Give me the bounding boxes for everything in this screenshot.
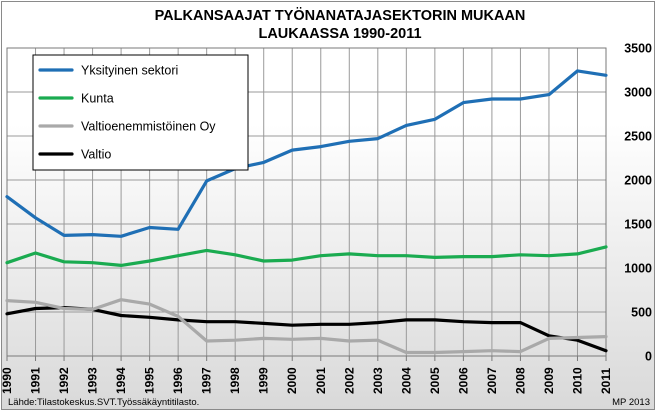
x-tick-label: 2002 [342, 367, 356, 394]
y-tick-label: 2000 [624, 174, 652, 188]
axes: 0 500 1000 1500 2000 2500 3000 3500 1990 1991 1992… [0, 42, 652, 395]
y-tick-label: 500 [631, 306, 652, 320]
series-line-kunta [5, 245, 608, 267]
legend-box [32, 54, 249, 171]
x-tick-label: 2010 [570, 367, 584, 394]
x-tick-label: 2009 [542, 367, 556, 394]
x-tick-label: 1994 [114, 367, 128, 394]
x-tick-label: 1991 [29, 367, 43, 394]
x-tick-label: 2004 [399, 367, 413, 394]
series-line-yksityinen-sektori [5, 69, 608, 238]
y-tick-label: 1000 [624, 262, 652, 276]
x-tick-label: 2000 [285, 367, 299, 394]
x-tick-label: 1992 [57, 367, 71, 394]
legend-label-yksityinen-sektori: Yksityinen sektori [81, 64, 178, 78]
x-tick-label: 2011 [599, 368, 613, 394]
series [5, 69, 608, 355]
x-tick-label: 2006 [456, 367, 470, 394]
y-tick-label: 3500 [624, 42, 652, 56]
x-tick-label: 2007 [485, 367, 499, 394]
x-tick-label: 1998 [228, 367, 242, 394]
legend: Yksityinen sektori Kunta Valtioenemmistöin… [32, 54, 249, 171]
x-tick-label: 1996 [171, 367, 185, 394]
x-tick-label: 1995 [143, 367, 157, 394]
legend-label-valtioenemmist-inen-oy: Valtioenemmistöinen Oy [81, 120, 216, 134]
y-tick-label: 1500 [624, 218, 652, 232]
x-tick-label: 2003 [371, 367, 385, 394]
series-line-valtioenemmist-inen-oy [5, 298, 608, 355]
credit-note: MP 2013 [612, 397, 650, 408]
series-line-valtio [5, 306, 608, 353]
x-tick-label: 2001 [314, 367, 328, 394]
chart-title-line-2: LAUKAASSA 1990-2011 [258, 26, 421, 42]
y-tick-label: 2500 [624, 130, 652, 144]
legend-label-valtio: Valtio [81, 148, 111, 162]
y-tick-label: 0 [645, 350, 652, 364]
y-tick-label: 3000 [624, 86, 652, 100]
x-tick-label: 2005 [428, 367, 442, 394]
x-tick-label: 2008 [513, 367, 527, 394]
x-tick-label: 1990 [0, 367, 14, 394]
x-tick-label: 1993 [86, 367, 100, 394]
legend-label-kunta: Kunta [81, 92, 114, 106]
x-tick-label: 1997 [200, 367, 214, 394]
chart-title-line-1: PALKANSAAJAT TYÖNANATAJASEKTORIN MUKAAN [155, 7, 526, 24]
x-tick-label: 1999 [257, 367, 271, 394]
plot-area [6, 47, 607, 357]
source-note: Lähde:Tilastokeskus.SVT.Työssäkäyntitila… [8, 397, 199, 408]
